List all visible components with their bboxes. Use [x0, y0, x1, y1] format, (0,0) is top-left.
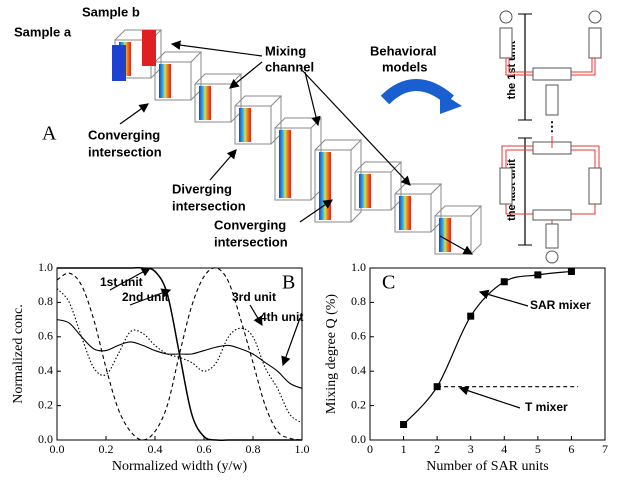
concentration-slice	[399, 196, 411, 230]
svg-text:⋮: ⋮	[546, 119, 559, 134]
x-tick-label: 0.6	[197, 442, 212, 456]
intersection-label: Converging	[214, 217, 286, 232]
y-tick-label: 0.6	[351, 329, 366, 343]
intersection-label: Diverging	[172, 181, 232, 196]
behavioral-label: Behavioral	[370, 43, 436, 58]
y-tick-label: 0.8	[38, 294, 53, 308]
concentration-slice	[159, 64, 171, 98]
inlet-a	[112, 45, 126, 81]
concentration-slice	[279, 130, 291, 198]
series-label: 3rd unit	[232, 290, 276, 304]
x-tick-label: 6	[568, 442, 574, 456]
intersection-label: Converging	[88, 127, 160, 142]
mixing-label: channel	[265, 59, 314, 74]
mixing-label: Mixing	[265, 43, 306, 58]
y-tick-label: 0.0	[38, 432, 53, 446]
y-tick-label: 0.2	[351, 397, 366, 411]
x-tick-label: 7	[602, 442, 608, 456]
concentration-slice	[439, 218, 451, 252]
marker	[400, 421, 407, 428]
page: {"diagram": {"label": "A", "sample_a": "…	[0, 0, 621, 481]
y-tick-label: 0.4	[38, 363, 53, 377]
x-tick-label: 0.2	[99, 442, 114, 456]
y-axis-label: Normalized conc.	[11, 304, 26, 404]
intersection-label: intersection	[214, 234, 288, 249]
x-tick-label: 0.4	[148, 442, 163, 456]
y-tick-label: 0.2	[38, 397, 53, 411]
x-tick-label: 3	[468, 442, 474, 456]
x-tick-label: 4	[501, 442, 507, 456]
y-tick-label: 0.0	[351, 432, 366, 446]
intersection-label: intersection	[88, 144, 162, 159]
series-label: T mixer	[525, 400, 568, 414]
y-tick-label: 1.0	[38, 260, 53, 274]
x-tick-label: 1.0	[295, 442, 310, 456]
x-axis-label: Normalized width (y/w)	[112, 459, 248, 474]
y-tick-label: 0.6	[38, 329, 53, 343]
label-arrow	[480, 292, 528, 306]
panel-label: A	[42, 123, 57, 145]
x-axis-label: Number of SAR units	[426, 459, 549, 474]
series-label: 1st unit	[100, 275, 143, 289]
sample-b-label: Sample b	[82, 4, 140, 19]
figure: A Sample a Sample b Mixing channel Behav…	[0, 0, 621, 481]
x-tick-label: 2	[434, 442, 440, 456]
x-tick-label: 0	[367, 442, 373, 456]
series-label: 2nd unit	[122, 290, 169, 304]
x-tick-label: 5	[535, 442, 541, 456]
sample-a-label: Sample a	[14, 24, 72, 39]
y-axis-label: Mixing degree Q (%)	[324, 294, 339, 414]
inlet-b	[142, 30, 156, 66]
series-label: SAR mixer	[530, 298, 591, 312]
series-label: 4th unit	[260, 310, 303, 324]
panel-label: B	[282, 272, 295, 294]
marker	[534, 271, 541, 278]
panel-label: C	[382, 272, 395, 294]
y-tick-label: 0.8	[351, 294, 366, 308]
x-tick-label: 0.8	[246, 442, 261, 456]
concentration-slice	[319, 152, 331, 220]
concentration-slice	[359, 174, 371, 208]
concentration-slice	[239, 108, 251, 142]
label-arrow	[460, 388, 520, 408]
behavioral-label: models	[382, 59, 428, 74]
marker	[501, 278, 508, 285]
marker	[467, 313, 474, 320]
concentration-slice	[199, 86, 211, 120]
intersection-label: intersection	[172, 198, 246, 213]
label-arrow	[283, 318, 300, 365]
y-tick-label: 0.4	[351, 363, 366, 377]
x-tick-label: 1	[401, 442, 407, 456]
marker	[568, 268, 575, 275]
series-line	[57, 320, 302, 389]
y-tick-label: 1.0	[351, 260, 366, 274]
